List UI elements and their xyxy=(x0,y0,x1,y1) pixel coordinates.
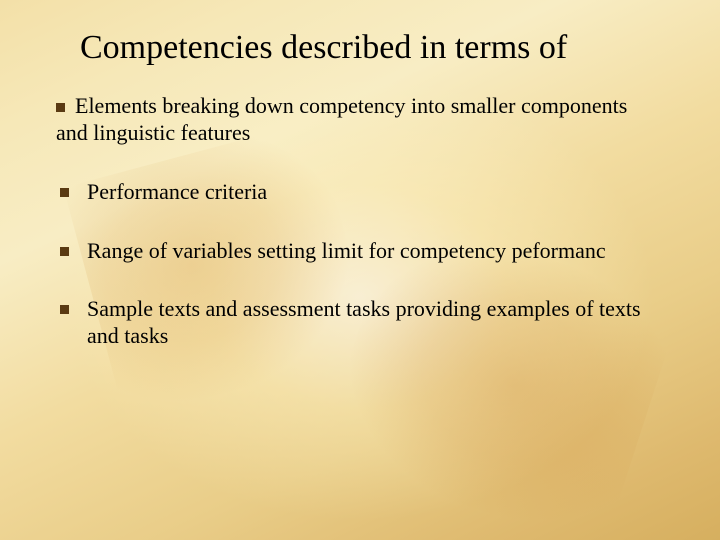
slide-body: Elements breaking down competency into s… xyxy=(0,67,720,350)
bullet-item: Range of variables setting limit for com… xyxy=(56,238,664,265)
bullet-text: Performance criteria xyxy=(87,179,267,206)
bullet-item: Sample texts and assessment tasks provid… xyxy=(56,296,664,350)
bullet-item: Performance criteria xyxy=(56,179,664,206)
bullet-text: Sample texts and assessment tasks provid… xyxy=(87,296,664,350)
bullet-item: Elements breaking down competency into s… xyxy=(56,93,664,147)
bullet-text: Range of variables setting limit for com… xyxy=(87,238,606,265)
slide: Competencies described in terms of Eleme… xyxy=(0,0,720,540)
slide-title: Competencies described in terms of xyxy=(0,0,720,67)
square-bullet-icon xyxy=(56,103,65,112)
square-bullet-icon xyxy=(60,247,69,256)
bullet-text: Elements breaking down competency into s… xyxy=(56,93,627,145)
square-bullet-icon xyxy=(60,188,69,197)
square-bullet-icon xyxy=(60,305,69,314)
